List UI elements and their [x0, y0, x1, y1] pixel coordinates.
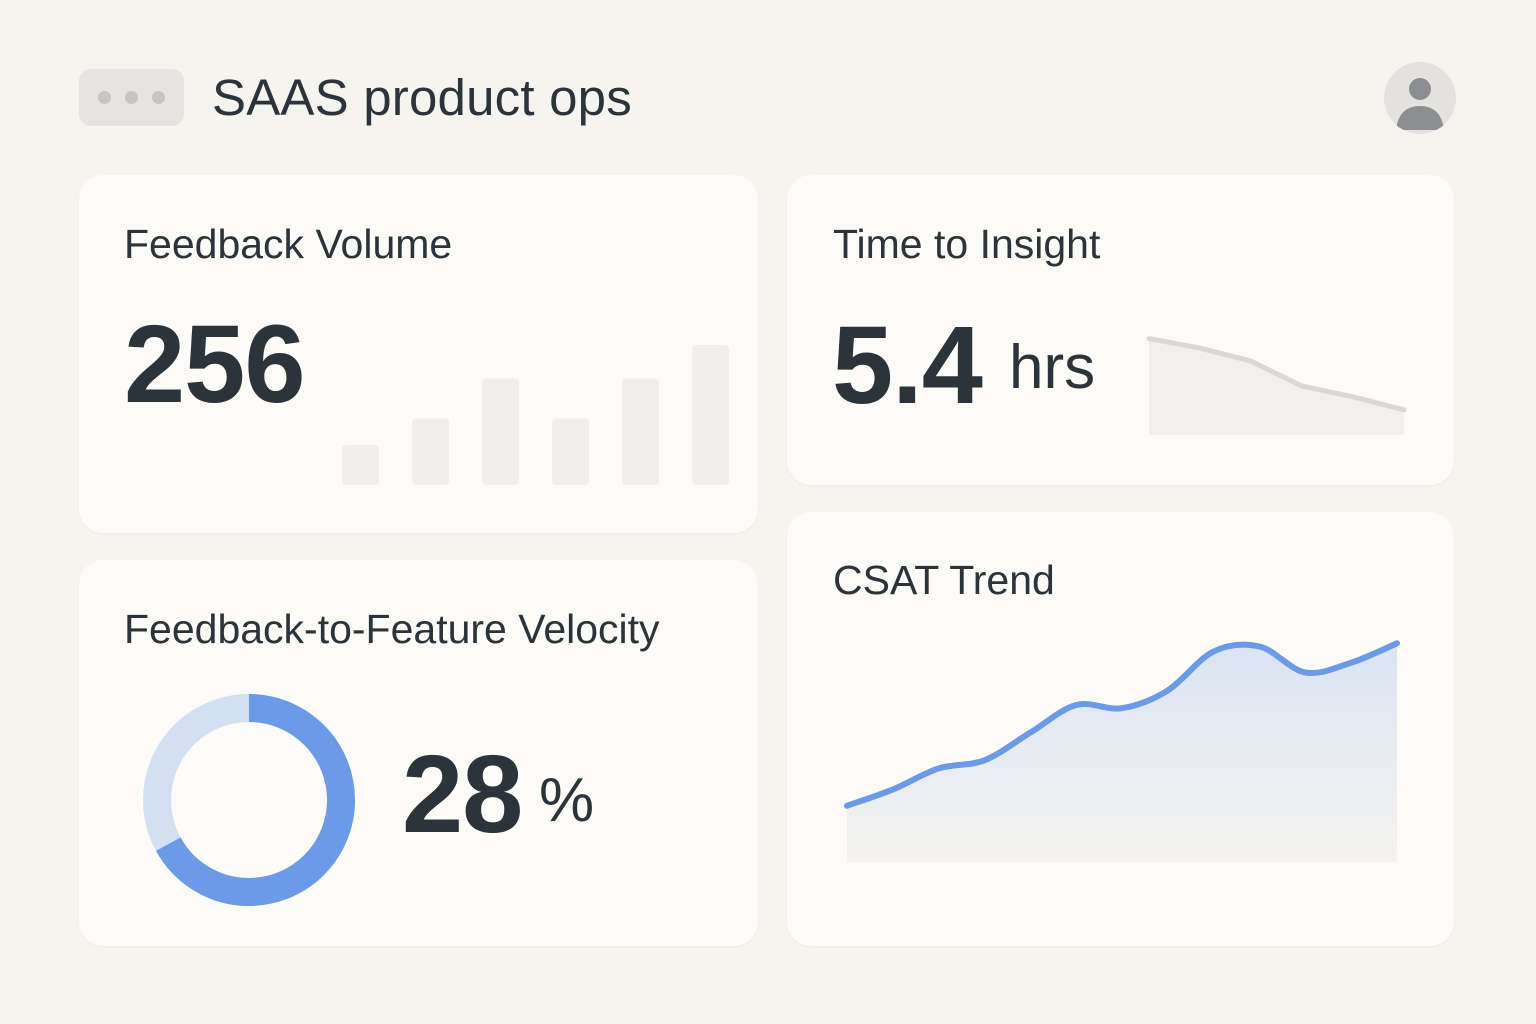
metric-value: 28	[402, 733, 523, 856]
metric-unit: hrs	[1009, 333, 1096, 402]
avatar[interactable]	[1384, 62, 1456, 134]
time-to-insight-sparkline	[1146, 336, 1407, 435]
more-dots-icon	[152, 91, 165, 104]
bar	[692, 345, 729, 485]
more-menu-button[interactable]	[79, 69, 184, 126]
bar	[342, 445, 379, 485]
sparkline-area	[1149, 338, 1404, 435]
time-to-insight-card: Time to Insight 5.4 hrs	[787, 175, 1454, 485]
user-avatar-icon	[1396, 78, 1444, 130]
bar	[482, 378, 519, 485]
app-header: SAAS product ops	[79, 62, 1457, 134]
metric-value: 5.4	[832, 304, 983, 427]
metric-value: 256	[124, 303, 306, 426]
bar	[622, 378, 659, 485]
page-title: SAAS product ops	[212, 69, 632, 126]
csat-area	[847, 643, 1397, 862]
csat-trend-card: CSAT Trend	[787, 512, 1454, 946]
sparkline-line	[1146, 336, 1407, 413]
donut-filled	[143, 694, 355, 906]
card-title: Feedback-to-Feature Velocity	[124, 606, 660, 652]
card-title: Feedback Volume	[124, 221, 453, 267]
bar	[552, 418, 589, 485]
bar	[412, 418, 449, 485]
csat-line	[844, 640, 1400, 809]
velocity-donut-chart	[143, 694, 355, 906]
card-title: CSAT Trend	[833, 557, 1055, 603]
velocity-card: Feedback-to-Feature Velocity 28 %	[79, 560, 758, 946]
metric-unit: %	[539, 766, 595, 835]
card-title: Time to Insight	[833, 221, 1101, 267]
more-dots-icon	[125, 91, 138, 104]
feedback-volume-bar-chart	[342, 345, 729, 485]
csat-trend-chart	[844, 640, 1400, 862]
feedback-volume-card: Feedback Volume 256	[79, 175, 758, 533]
more-dots-icon	[98, 91, 111, 104]
